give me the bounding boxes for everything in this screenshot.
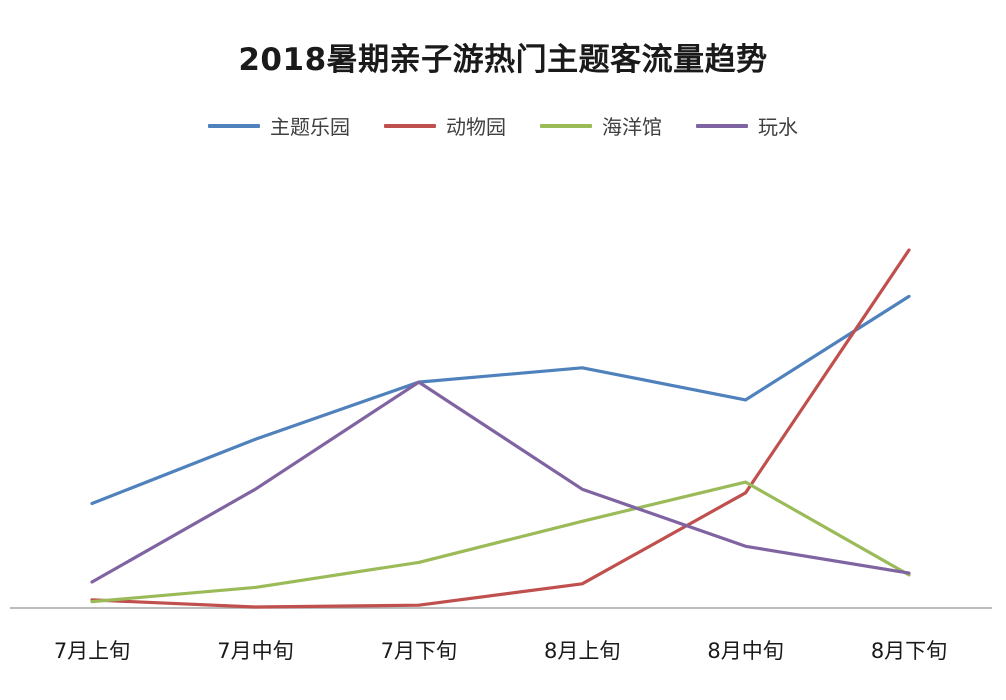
legend-item: 海洋馆 [540,111,662,140]
legend-label: 动物园 [446,115,506,139]
legend-label: 玩水 [758,115,798,139]
legend-swatch [208,123,260,128]
series-line-1 [90,248,911,609]
series-line-3 [90,380,911,584]
x-tick-label: 7月上旬 [54,639,130,663]
x-tick-label: 7月中旬 [217,639,293,663]
legend: 主题乐园 动物园 海洋馆 玩水 [0,111,1006,140]
series-layer [90,248,911,609]
series-line-0 [90,294,911,506]
series-line-2 [90,480,911,604]
legend-swatch [696,123,748,128]
x-tick-label: 8月下旬 [871,639,947,663]
legend-swatch [540,123,592,128]
x-tick-labels: 7月上旬 7月中旬 7月下旬 8月上旬 8月中旬 8月下旬 [54,639,947,663]
legend-item: 动物园 [384,111,506,140]
legend-label: 主题乐园 [270,115,350,139]
x-tick-label: 7月下旬 [381,639,457,663]
legend-item: 主题乐园 [208,111,350,140]
x-tick-label: 8月中旬 [707,639,783,663]
legend-swatch [384,123,436,128]
x-tick-label: 8月上旬 [544,639,620,663]
legend-item: 玩水 [696,111,798,140]
legend-label: 海洋馆 [602,115,662,139]
chart-title: 2018暑期亲子游热门主题客流量趋势 [238,42,768,78]
